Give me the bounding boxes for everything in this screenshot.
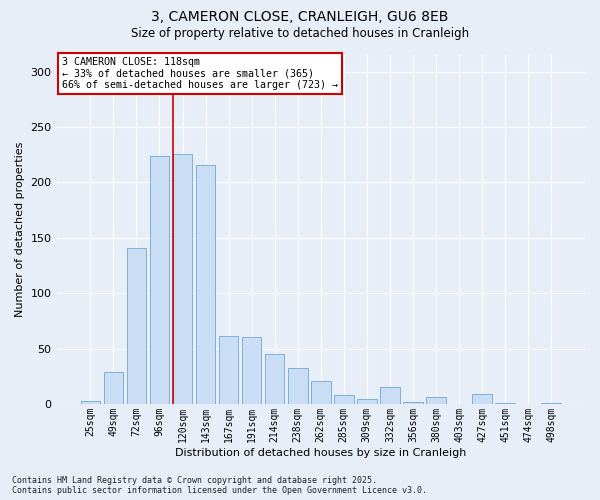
Text: Contains HM Land Registry data © Crown copyright and database right 2025.
Contai: Contains HM Land Registry data © Crown c…: [12, 476, 427, 495]
Bar: [242, 338, 262, 404]
Bar: [472, 394, 492, 404]
Bar: [196, 164, 215, 404]
Bar: [311, 380, 331, 404]
Y-axis label: Number of detached properties: Number of detached properties: [15, 142, 25, 317]
Bar: [80, 400, 100, 404]
Bar: [104, 372, 123, 404]
X-axis label: Distribution of detached houses by size in Cranleigh: Distribution of detached houses by size …: [175, 448, 466, 458]
Bar: [219, 336, 238, 404]
Text: Size of property relative to detached houses in Cranleigh: Size of property relative to detached ho…: [131, 28, 469, 40]
Bar: [380, 388, 400, 404]
Bar: [357, 400, 377, 404]
Bar: [265, 354, 284, 404]
Bar: [127, 248, 146, 404]
Text: 3, CAMERON CLOSE, CRANLEIGH, GU6 8EB: 3, CAMERON CLOSE, CRANLEIGH, GU6 8EB: [151, 10, 449, 24]
Bar: [426, 398, 446, 404]
Bar: [173, 154, 193, 404]
Text: 3 CAMERON CLOSE: 118sqm
← 33% of detached houses are smaller (365)
66% of semi-d: 3 CAMERON CLOSE: 118sqm ← 33% of detache…: [62, 56, 338, 90]
Bar: [541, 403, 561, 404]
Bar: [149, 156, 169, 404]
Bar: [334, 395, 353, 404]
Bar: [403, 402, 423, 404]
Bar: [496, 403, 515, 404]
Bar: [288, 368, 308, 404]
